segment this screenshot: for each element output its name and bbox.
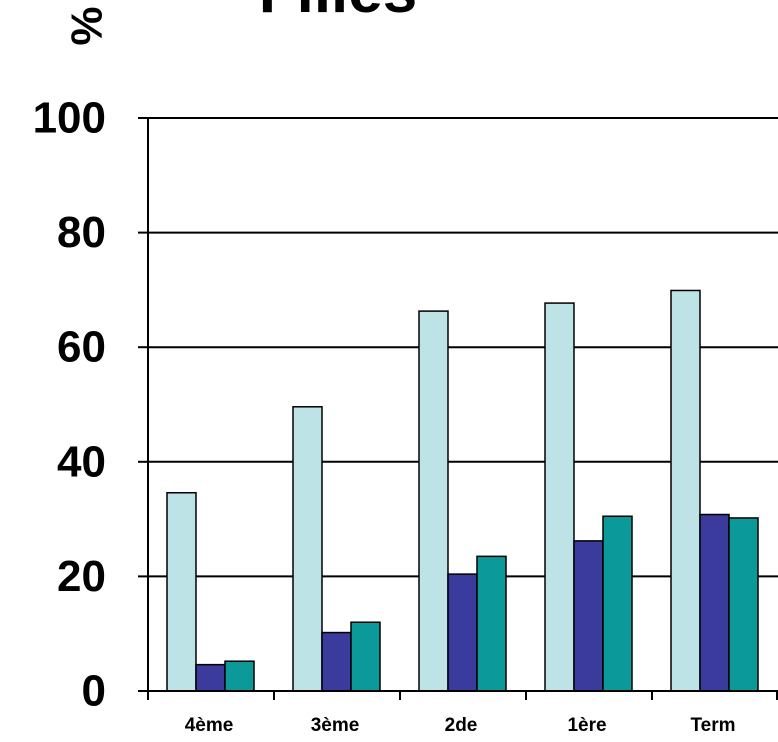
bar bbox=[195, 663, 226, 692]
x-tick-label: 2de bbox=[445, 715, 478, 736]
bar bbox=[350, 621, 381, 692]
bar bbox=[321, 631, 352, 692]
y-tick-label: 20 bbox=[57, 552, 106, 601]
x-tick-label: 4ème bbox=[185, 715, 234, 736]
bars bbox=[166, 289, 759, 692]
x-tick-label: Term bbox=[690, 715, 735, 736]
y-axis-label-group: % bbox=[63, 6, 112, 45]
y-tick-label: 60 bbox=[57, 323, 106, 372]
bar bbox=[476, 555, 507, 692]
y-tick-labels: 0 20 40 60 80 100 bbox=[33, 94, 106, 716]
bar bbox=[447, 573, 478, 692]
chart-title: Filles bbox=[259, 0, 418, 26]
bar bbox=[670, 289, 701, 692]
x-tick-label: 1ère bbox=[567, 715, 606, 736]
bar bbox=[728, 517, 759, 692]
axes bbox=[138, 117, 778, 700]
bar bbox=[292, 406, 323, 692]
bar bbox=[166, 491, 197, 692]
bar bbox=[573, 540, 604, 692]
y-axis-label: % bbox=[63, 6, 112, 45]
y-tick-label: 0 bbox=[82, 667, 106, 716]
bar bbox=[699, 513, 730, 692]
bar bbox=[418, 310, 449, 692]
chart-title-group: Filles bbox=[259, 0, 418, 26]
y-tick-label: 100 bbox=[33, 94, 106, 143]
x-tick-label: 3ème bbox=[311, 715, 360, 736]
bar bbox=[224, 660, 255, 692]
bar bbox=[544, 302, 575, 692]
bar bbox=[602, 515, 633, 692]
y-tick-label: 40 bbox=[57, 437, 106, 486]
x-tick-labels: 4ème 3ème 2de 1ère Term bbox=[185, 715, 736, 736]
y-tick-label: 80 bbox=[57, 208, 106, 257]
